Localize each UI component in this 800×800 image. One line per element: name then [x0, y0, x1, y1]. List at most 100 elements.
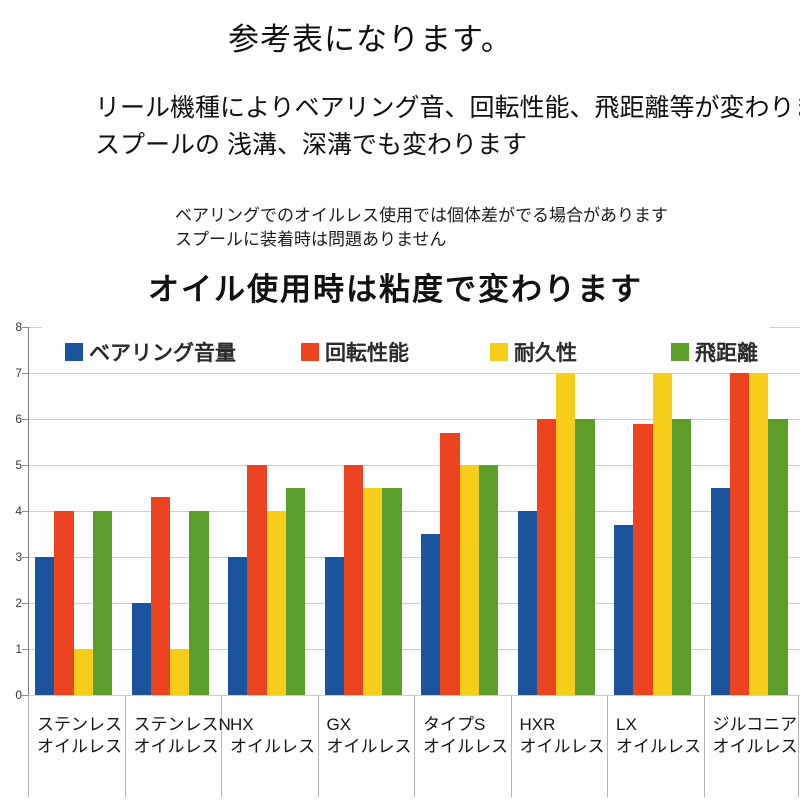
bar-回転性能-HXR: [536, 419, 557, 695]
y-axis-tick: [22, 695, 28, 696]
category-label: LX オイルレス: [616, 714, 701, 758]
gridline-1: [28, 649, 800, 650]
note-paragraph: ベアリングでのオイルレス使用では個体差がでる場合があります スプールに装着時は問…: [175, 204, 668, 252]
y-tick-label: 7: [15, 366, 22, 380]
bar-ベアリング音量-ステンレス: [35, 557, 55, 695]
bar-chart: 0 1 2 3 4 5 6 7 8 ステンレス オイルレス ステンレスN オイルレス HX オイルレス GX オ…: [0, 320, 800, 800]
gridline-6: [28, 419, 800, 420]
bar-耐久性-HXR: [556, 373, 576, 695]
category-label: タイプS オイルレス: [423, 714, 508, 758]
bar-ベアリング音量-HXR: [517, 511, 537, 695]
bar-耐久性-GX: [363, 488, 383, 695]
bar-飛距離-LX: [671, 419, 692, 695]
y-axis-tick: [22, 603, 28, 604]
bar-回転性能-タイプS: [440, 432, 460, 695]
note-line-1: ベアリングでのオイルレス使用では個体差がでる場合があります: [175, 206, 668, 225]
category-label-line: GX: [326, 715, 352, 734]
bar-飛距離-GX: [382, 488, 402, 695]
category-label-line: オイルレス: [616, 737, 701, 756]
category-label-line: オイルレス: [133, 737, 219, 756]
y-tick-label: 5: [15, 458, 22, 472]
bar-回転性能-ジルコニア: [729, 373, 750, 695]
category-label-line: オイルレス: [519, 737, 605, 756]
legend-label: 回転性能: [325, 342, 409, 365]
category-label-line: オイルレス: [37, 737, 122, 756]
bar-回転性能-LX: [633, 423, 653, 695]
y-axis-tick: [22, 465, 28, 466]
bar-耐久性-ジルコニア: [749, 373, 769, 695]
category-label-line: オイルレス: [712, 737, 798, 756]
bar-回転性能-ステンレスN: [150, 497, 171, 695]
bar-回転性能-GX: [343, 465, 364, 695]
category-label: GX オイルレス: [327, 714, 412, 758]
bar-飛距離-ジルコニア: [768, 419, 788, 695]
category-label: ステンレス オイルレス: [37, 714, 122, 758]
bar-ベアリング音量-HX: [228, 557, 248, 695]
bar-耐久性-LX: [652, 373, 672, 695]
y-axis-tick: [22, 327, 28, 328]
bar-飛距離-タイプS: [478, 465, 499, 695]
note-line-2: スプールに装着時は問題ありません: [175, 230, 447, 249]
category-label-line: ステンレスN: [133, 715, 231, 734]
category-label-line: ジルコニア: [712, 715, 798, 734]
y-tick-label: 4: [15, 504, 22, 518]
category-label: ジルコニアオイルレス: [713, 714, 798, 758]
bar-ベアリング音量-ジルコニア: [710, 488, 730, 695]
category-separator: [124, 695, 126, 797]
category-separator: [607, 695, 608, 797]
legend-item-飛距離: 飛距離: [671, 337, 758, 367]
gridline-3: [28, 557, 800, 558]
legend-background: [42, 321, 770, 361]
bar-耐久性-ステンレス: [73, 649, 93, 695]
bar-ベアリング音量-ステンレスN: [131, 603, 151, 695]
y-axis-tick: [22, 649, 28, 650]
y-axis-tick: [22, 373, 28, 374]
bar-飛距離-ステンレス: [92, 511, 113, 695]
category-separator: [28, 695, 29, 797]
y-tick-label: 3: [15, 550, 22, 564]
legend-swatch-icon: [490, 343, 508, 361]
bar-ベアリング音量-GX: [324, 557, 344, 695]
category-separator: [221, 695, 222, 797]
y-axis-tick: [22, 511, 28, 512]
legend-swatch-icon: [301, 343, 319, 361]
legend-item-耐久性: 耐久性: [490, 337, 577, 367]
bar-飛距離-HX: [285, 488, 306, 695]
bar-ベアリング音量-LX: [614, 524, 634, 695]
y-tick-label: 2: [15, 596, 22, 610]
legend-item-回転性能: 回転性能: [301, 337, 409, 367]
bar-回転性能-ステンレス: [54, 511, 74, 695]
description-line-2: スプールの 浅溝、深溝でも変わります: [95, 131, 527, 159]
category-label-line: タイプS: [423, 715, 486, 734]
category-label-line: LX: [616, 715, 637, 734]
page-title: 参考表になります。: [228, 22, 513, 57]
legend-swatch-icon: [65, 343, 83, 361]
category-label: HXR オイルレス: [520, 714, 605, 758]
y-tick-label: 1: [15, 642, 22, 656]
category-separator: [317, 695, 319, 797]
legend-swatch-icon: [671, 343, 689, 361]
legend-label: 耐久性: [514, 342, 577, 365]
category-label-line: オイルレス: [326, 737, 412, 756]
category-label-line: HX: [230, 715, 254, 734]
category-separator: [798, 695, 799, 797]
description-paragraph: リール機種によりベアリング音、回転性能、飛距離等が変わります。 スプールの 浅溝…: [95, 90, 800, 164]
bar-ベアリング音量-タイプS: [421, 534, 441, 695]
bar-耐久性-ステンレスN: [170, 649, 190, 695]
y-axis-tick: [22, 557, 28, 558]
category-separator: [414, 695, 415, 797]
gridline-4: [28, 511, 800, 512]
gridline-2: [28, 603, 800, 604]
y-tick-label: 0: [15, 688, 22, 702]
y-tick-label: 6: [15, 412, 22, 426]
category-separator: [510, 695, 512, 797]
bar-飛距離-ステンレスN: [189, 511, 209, 695]
category-label: ステンレスN オイルレス: [133, 714, 231, 758]
category-label-line: オイルレス: [230, 737, 315, 756]
y-tick-label: 8: [15, 320, 22, 334]
category-label-line: オイルレス: [423, 737, 508, 756]
bar-耐久性-HX: [266, 511, 286, 695]
description-line-1: リール機種によりベアリング音、回転性能、飛距離等が変わります。: [95, 94, 800, 122]
category-separator: [703, 695, 705, 797]
